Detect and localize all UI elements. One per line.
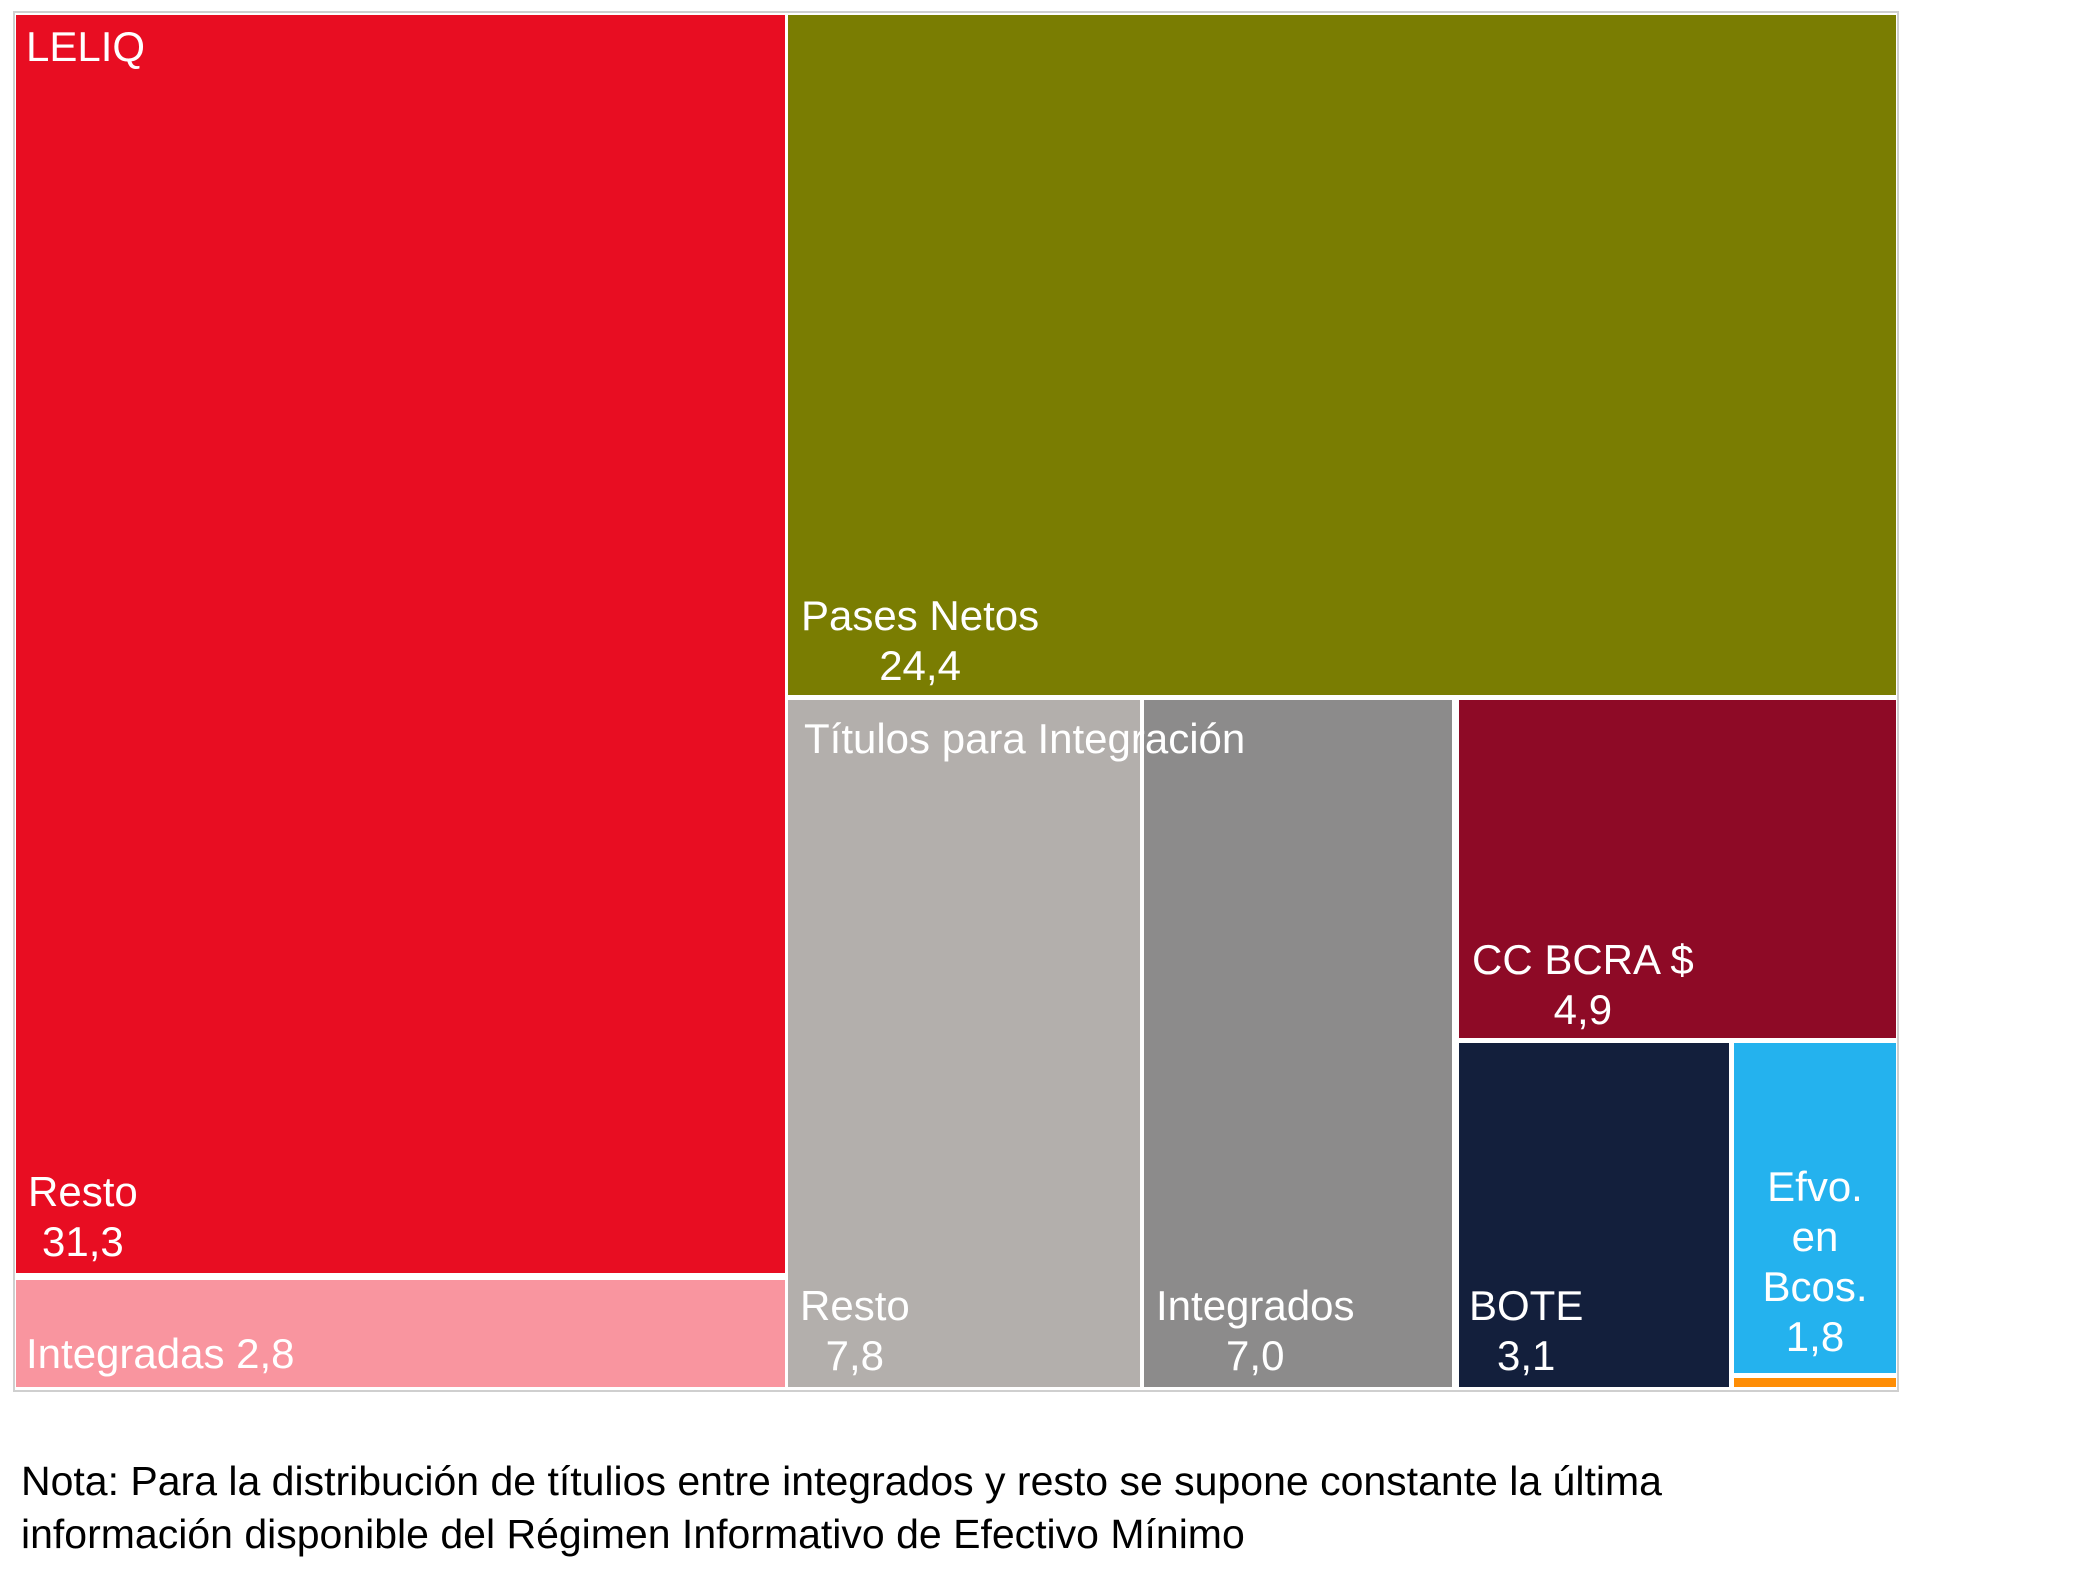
treemap-tile-efvo-en-bcos <box>1734 1043 1896 1373</box>
label-cc-bcra: CC BCRA $ 4,9 <box>1472 936 1694 1033</box>
label-titulos-group: Títulos para Integración <box>804 715 1246 762</box>
label-bote: BOTE 3,1 <box>1469 1282 1584 1379</box>
note-text: Nota: Para la distribución de títulios e… <box>21 1458 1662 1557</box>
label-titulos-resto: Resto 7,8 <box>800 1282 910 1379</box>
label-leliq-resto: Resto 31,3 <box>28 1168 138 1265</box>
treemap-tile-pases-netos <box>788 15 1896 695</box>
footnotes: Nota: Para la distribución de títulios e… <box>21 1402 1662 1575</box>
label-integradas: Integradas 2,8 <box>26 1330 295 1377</box>
label-pases-netos: Pases Netos 24,4 <box>801 592 1040 689</box>
treemap-tile-cc-bcra <box>1459 700 1896 1038</box>
label-leliq-group: LELIQ <box>26 23 146 70</box>
treemap-tile-titulos-integrados <box>1144 700 1452 1387</box>
treemap-tile-leliq-integradas <box>16 1280 785 1387</box>
label-titulos-integrados: Integrados 7,0 <box>1156 1282 1355 1379</box>
treemap-tile-unlabeled-orange <box>1734 1378 1896 1387</box>
treemap-tile-bote <box>1459 1043 1729 1387</box>
label-efvo-en-bcos: Efvo. en Bcos. 1,8 <box>1762 1163 1868 1360</box>
treemap-tile-titulos-resto <box>788 700 1140 1387</box>
treemap-tile-leliq-resto <box>16 15 785 1273</box>
